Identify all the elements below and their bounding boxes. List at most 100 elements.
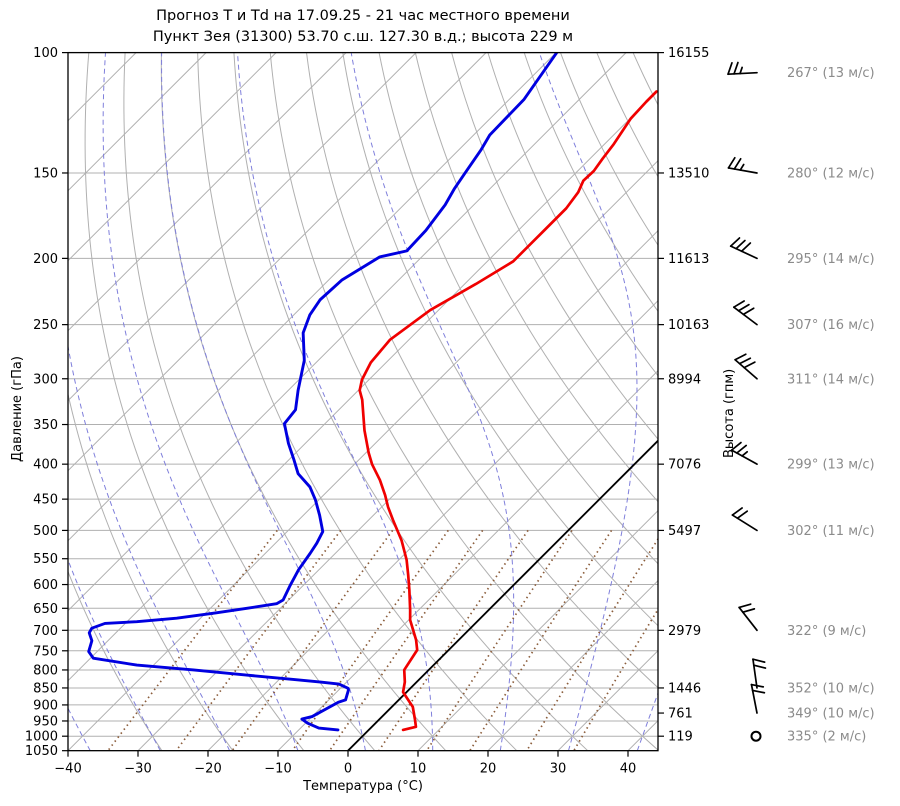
mixing-ratio-line bbox=[426, 529, 573, 751]
height-tick-label: 13510 bbox=[668, 166, 709, 181]
wind-label: 307° (16 м/с) bbox=[787, 318, 875, 333]
temperature-tick-label: 10 bbox=[410, 762, 427, 777]
dry-adiabat-line bbox=[269, 52, 658, 751]
temperature-tick-label: −10 bbox=[264, 762, 291, 777]
wind-barb-feather bbox=[727, 62, 733, 76]
dry-adiabat-line bbox=[560, 52, 658, 247]
moist-adiabat-line bbox=[102, 52, 299, 751]
height-tick-label: 16155 bbox=[668, 46, 709, 61]
wind-barb-feather bbox=[752, 664, 767, 669]
dry-adiabat-line bbox=[414, 52, 658, 503]
isotherm-line bbox=[277, 369, 658, 751]
dry-adiabat-line bbox=[68, 570, 163, 751]
isotherm-line bbox=[68, 159, 658, 751]
pressure-tick-label: 950 bbox=[33, 714, 58, 729]
dry-adiabat-line bbox=[68, 392, 234, 751]
wind-barb-feather bbox=[741, 608, 756, 614]
dry-adiabat-line bbox=[596, 52, 658, 178]
wind-barb bbox=[752, 658, 767, 689]
height-tick-label: 5497 bbox=[668, 524, 701, 539]
isotherm-line bbox=[68, 52, 417, 402]
wind-barb-staff bbox=[729, 245, 758, 260]
wind-barb-staff bbox=[731, 514, 758, 532]
wind-barb-staff bbox=[732, 306, 758, 326]
mixing-ratio-line bbox=[328, 529, 484, 751]
dry-adiabat-line bbox=[233, 52, 589, 751]
wind-barb-feather bbox=[743, 361, 756, 369]
moist-adiabat-line bbox=[538, 52, 638, 751]
wind-barb bbox=[734, 353, 758, 380]
wind-barb-staff bbox=[734, 358, 758, 380]
wind-barb-feather bbox=[727, 156, 736, 169]
pressure-tick-label: 450 bbox=[33, 493, 58, 508]
wind-barb-half-feather bbox=[739, 66, 743, 75]
dry-adiabat-line bbox=[451, 52, 658, 440]
wind-barb-feather bbox=[732, 300, 745, 309]
wind-barb-feather bbox=[733, 61, 739, 75]
moist-adiabat-line bbox=[68, 558, 161, 751]
pressure-tick-label: 600 bbox=[33, 578, 58, 593]
moist-adiabat-line bbox=[161, 52, 366, 751]
height-tick-label: 10163 bbox=[668, 318, 709, 333]
wind-barb-staff bbox=[752, 658, 758, 689]
dry-adiabat-line bbox=[669, 53, 900, 751]
dry-adiabat-line bbox=[342, 52, 658, 627]
mixing-ratio-line bbox=[291, 529, 449, 751]
pressure-tick-label: 1050 bbox=[25, 744, 58, 759]
wind-label: 322° (9 м/с) bbox=[787, 624, 866, 639]
wind-layer: 267° (13 м/с) 280° (12 м/с) 295° (14 м/с) 3… bbox=[727, 61, 875, 745]
wind-label: 335° (2 м/с) bbox=[787, 730, 866, 745]
wind-barb-feather bbox=[751, 689, 766, 694]
wind-barb bbox=[731, 507, 758, 532]
temperature-curve bbox=[358, 90, 658, 732]
x-axis-label: Температура (°C) bbox=[303, 779, 423, 794]
wind-barb bbox=[729, 237, 758, 260]
wind-barb-feather bbox=[736, 444, 748, 454]
wind-label: 352° (10 м/с) bbox=[787, 681, 875, 696]
wind-barb bbox=[730, 441, 758, 466]
isotherm-line bbox=[347, 439, 658, 751]
mixing-ratio-line bbox=[526, 537, 658, 751]
pressure-tick-label: 500 bbox=[33, 524, 58, 539]
pressure-tick-label: 800 bbox=[33, 663, 58, 678]
dry-adiabat-line bbox=[523, 52, 658, 313]
wind-barb-feather bbox=[742, 307, 755, 316]
pressure-tick-label: 150 bbox=[33, 166, 58, 181]
pressure-tick-label: 250 bbox=[33, 318, 58, 333]
isotherm-line bbox=[627, 719, 658, 751]
pressure-tick-label: 650 bbox=[33, 602, 58, 617]
wind-barb-feather bbox=[731, 507, 743, 516]
wind-barb-staff bbox=[727, 167, 758, 174]
height-tick-label: 2979 bbox=[668, 624, 701, 639]
height-tick-label: 11613 bbox=[668, 252, 709, 267]
grid-layer bbox=[68, 52, 900, 751]
dry-adiabat-line bbox=[378, 52, 658, 565]
dry-adiabat-line bbox=[197, 52, 518, 751]
wind-barb bbox=[750, 683, 766, 714]
wind-label: 280° (12 м/с) bbox=[787, 166, 875, 181]
wind-barb-feather bbox=[740, 242, 752, 253]
wind-barb bbox=[750, 730, 762, 742]
isotherm-line bbox=[487, 579, 658, 751]
height-tick-label: 8994 bbox=[668, 372, 701, 387]
isotherm-line bbox=[68, 89, 658, 682]
temperature-tick-label: 30 bbox=[550, 762, 567, 777]
temperature-tick-label: −30 bbox=[124, 762, 151, 777]
wind-label: 302° (11 м/с) bbox=[787, 524, 875, 539]
temperature-tick-label: −40 bbox=[54, 762, 81, 777]
wind-label: 267° (13 м/с) bbox=[787, 66, 875, 81]
temperature-tick-label: 20 bbox=[480, 762, 497, 777]
wind-barb-half-feather bbox=[741, 450, 749, 457]
wind-barb-feather bbox=[729, 237, 741, 247]
dry-adiabat-line bbox=[306, 52, 658, 689]
y-axis-label-pressure: Давление (гПа) bbox=[10, 356, 25, 462]
wind-barb-feather bbox=[736, 510, 749, 520]
wind-label: 299° (13 м/с) bbox=[787, 458, 875, 473]
wind-barb bbox=[738, 603, 758, 632]
temperature-tick-label: −20 bbox=[194, 762, 221, 777]
wind-barb-feather bbox=[730, 441, 742, 451]
wind-barb bbox=[727, 156, 758, 174]
height-tick-label: 761 bbox=[668, 707, 693, 722]
